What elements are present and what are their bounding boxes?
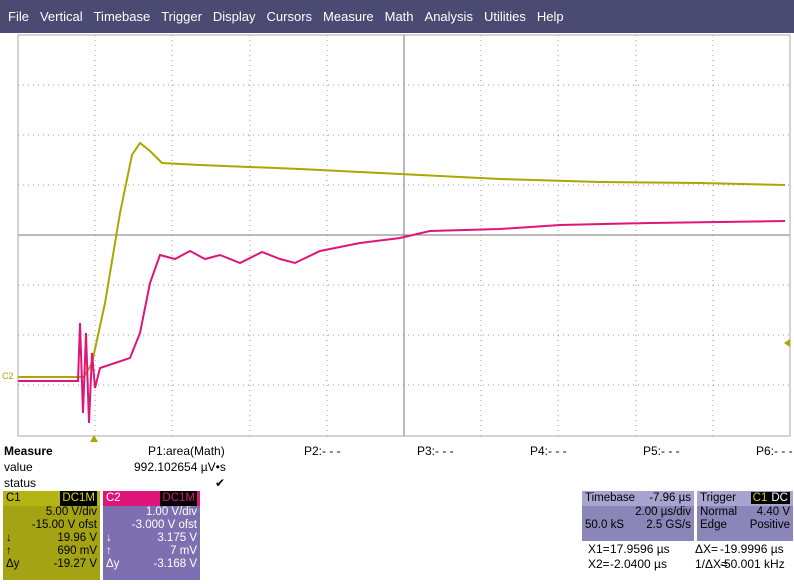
param-header: P3:- - - [417, 444, 454, 458]
channel-coupling: DC1M [60, 491, 97, 506]
channel-row: ↓ 3.175 V [103, 532, 200, 545]
cursor-text: X2= [588, 557, 610, 571]
channel-name: C1 [6, 492, 21, 504]
trigger-box[interactable]: Trigger C1 DC Normal 4.40 V Edge Positive [697, 491, 793, 541]
trigger-type: Edge [700, 519, 727, 531]
row-symbol: Δy [106, 558, 120, 570]
param-header: P2:- - - [304, 444, 341, 458]
menu-item[interactable]: Analysis [424, 9, 473, 24]
menu-item[interactable]: Help [536, 9, 564, 24]
channel-row: ↓ 19.96 V [3, 532, 100, 545]
row-value: -3.168 V [153, 558, 197, 570]
channel-row: ↑ 7 mV [103, 545, 200, 558]
row-label: value [4, 460, 33, 474]
cursor-text: 1/ΔX= [695, 557, 729, 571]
row-symbol: ↓ [106, 532, 112, 544]
channel-row: ↑ 690 mV [3, 545, 100, 558]
row-label: status [4, 476, 37, 490]
cursor-text: -19.9996 µs [720, 542, 784, 556]
channel-coupling: DC1M [160, 491, 197, 506]
timebase-scale: 2.00 µs/div [635, 506, 691, 518]
timebase-rate: 2.5 GS/s [646, 519, 691, 531]
timebase-box[interactable]: Timebase -7.96 µs 2.00 µs/div 50.0 kS 2.5 … [582, 491, 694, 541]
measure-value: 992.102654 µV•s [134, 460, 226, 474]
channel-row: 5.00 V/div [3, 506, 100, 519]
row-value: 3.175 V [157, 532, 197, 544]
row-value: 19.96 V [57, 532, 97, 544]
trigger-slope: Positive [749, 519, 790, 531]
menu-item[interactable]: File [8, 9, 29, 24]
cursor-text: 17.9596 µs [610, 542, 670, 556]
trigger-marker [90, 435, 98, 442]
cursor-text: -2.0400 µs [610, 557, 667, 571]
channel-header: C1 DC1M [3, 491, 100, 506]
param-header: P4:- - - [530, 444, 567, 458]
trigger-source: C1 [750, 492, 770, 504]
param-header: P1:area(Math) [148, 444, 225, 458]
cursor-text: -50.001 kHz [720, 557, 785, 571]
channel-row: 1.00 V/div [103, 506, 200, 519]
channel-box[interactable]: C1 DC1M 5.00 V/div -15.00 V ofst ↓ 19.96 V ↑ 69… [3, 491, 100, 580]
center-axes [17, 34, 791, 437]
trace-c1 [18, 141, 786, 378]
menu-item[interactable]: Display [212, 9, 256, 24]
channel-row: Δy -3.168 V [103, 558, 200, 571]
channel-row: -15.00 V ofst [3, 519, 100, 532]
channel-row: Δy -19.27 V [3, 558, 100, 571]
trace-c2 [18, 220, 786, 424]
trigger-title: Trigger [700, 492, 736, 504]
row-value: 7 mV [170, 545, 197, 557]
trace-label: C2 [2, 371, 14, 381]
level-marker [784, 339, 790, 347]
trigger-coupling: DC [769, 492, 790, 504]
menu-item[interactable]: Cursors [266, 9, 313, 24]
channel-name: C2 [106, 492, 121, 504]
channel-offset: -3.000 V ofst [131, 519, 197, 531]
menu-bar: File Vertical Timebase Trigger Display Cursor… [0, 0, 794, 33]
channel-box[interactable]: C2 DC1M 1.00 V/div -3.000 V ofst ↓ 3.175 V ↑ 7 … [103, 491, 200, 580]
cursor-text: ΔX= [695, 542, 719, 556]
menu-item[interactable]: Utilities [483, 9, 526, 24]
timebase-title: Timebase [585, 492, 636, 504]
menu-item[interactable]: Math [384, 9, 414, 24]
menu-item[interactable]: Vertical [39, 9, 83, 24]
trigger-level: 4.40 V [756, 506, 790, 518]
row-value: -19.27 V [53, 558, 97, 570]
row-symbol: ↓ [6, 532, 12, 544]
cursor-text: X1= [588, 542, 610, 556]
scope-display: C2 [2, 34, 791, 442]
timebase-delay: -7.96 µs [649, 492, 691, 504]
row-symbol: ↑ [106, 545, 112, 557]
param-header: P6:- - - [756, 444, 793, 458]
row-symbol: Δy [6, 558, 20, 570]
channel-header: C2 DC1M [103, 491, 200, 506]
measure-title: Measure [4, 444, 53, 458]
trigger-mode: Normal [700, 506, 738, 518]
menu-item[interactable]: Timebase [93, 9, 151, 24]
channel-scale: 1.00 V/div [145, 506, 197, 518]
status-check: ✔ [215, 476, 226, 490]
row-value: 690 mV [57, 545, 97, 557]
menu-item[interactable]: Trigger [161, 9, 202, 24]
timebase-samples: 50.0 kS [585, 519, 624, 531]
menu-item[interactable]: Measure [323, 9, 374, 24]
param-header: P5:- - - [643, 444, 680, 458]
channel-row: -3.000 V ofst [103, 519, 200, 532]
channel-offset: -15.00 V ofst [31, 519, 97, 531]
row-symbol: ↑ [6, 545, 12, 557]
channel-scale: 5.00 V/div [45, 506, 97, 518]
